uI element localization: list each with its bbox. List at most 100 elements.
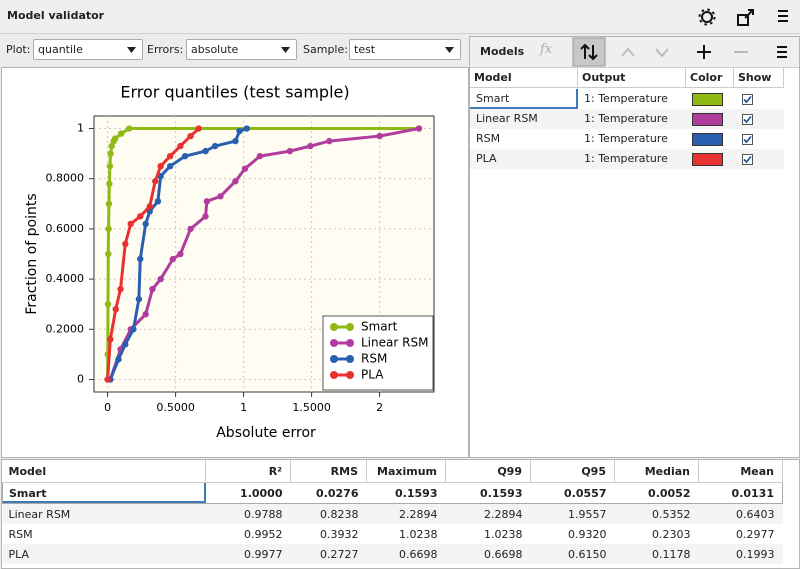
stat-value: 0.0276 [316, 486, 359, 500]
data-point [203, 198, 211, 205]
settings-button[interactable] [697, 7, 717, 27]
show-checkbox[interactable] [742, 134, 753, 145]
stat-value: 2.2894 [445, 503, 531, 524]
sample-value: test [354, 43, 376, 56]
series-line [108, 127, 420, 380]
model-name: PLA [2, 544, 206, 564]
data-point [104, 376, 111, 383]
data-point [157, 162, 164, 170]
column-header: Mean [698, 460, 783, 483]
y-tick-label: 0.8000 [46, 172, 85, 185]
data-point [107, 150, 114, 157]
remove-button[interactable] [733, 44, 749, 60]
data-point [122, 341, 129, 348]
chart-title: Error quantiles (test sample) [120, 83, 349, 102]
stat-value: 0.6698 [445, 544, 531, 564]
color-swatch[interactable] [692, 153, 723, 166]
move-buttons[interactable] [618, 43, 698, 61]
stat-value: 0.2303 [652, 527, 691, 541]
legend-label: RSM [361, 352, 387, 366]
title-bar: Model validator [0, 0, 800, 34]
column-header: Maximum [366, 460, 446, 483]
detach-button[interactable] [736, 7, 756, 27]
data-point [232, 137, 239, 145]
add-button[interactable] [696, 44, 712, 60]
data-point [105, 225, 112, 233]
data-point [187, 132, 194, 140]
legend-swatch [346, 371, 354, 379]
legend-swatch [346, 323, 354, 331]
model-name: Smart [3, 483, 206, 504]
model-name[interactable]: Smart [470, 89, 578, 109]
stat-value: 0.9320 [568, 527, 607, 541]
model-output: 1: Temperature [584, 112, 668, 125]
show-checkbox[interactable] [742, 114, 753, 125]
data-point [202, 147, 209, 155]
sort-button[interactable] [572, 37, 606, 67]
stats-header: Model R² RMS Maximum Q99 Q95 Median Mean [2, 460, 783, 483]
models-table: Model Output Color Show Smart 1: Temperature L… [470, 37, 799, 457]
stats-row[interactable]: Smart 1.0000 0.0276 0.1593 0.1593 0.0557 0.005… [2, 482, 783, 504]
show-checkbox[interactable] [742, 94, 753, 105]
data-point [127, 220, 134, 228]
legend: Smart Linear RSM RSM PLA [322, 315, 434, 391]
y-axis-label: Fraction of points [24, 193, 40, 314]
column-header: RMS [290, 460, 367, 483]
model-name[interactable]: PLA [476, 152, 497, 165]
y-tick-label: 0 [77, 372, 84, 385]
legend-label: PLA [361, 368, 384, 382]
errors-select[interactable]: absolute [186, 39, 297, 60]
data-point [108, 142, 115, 150]
data-point [307, 142, 314, 150]
data-point [241, 165, 249, 172]
column-header: Q95 [530, 460, 615, 483]
stat-value: 0.1993 [698, 544, 783, 564]
stat-value: 0.8238 [290, 503, 367, 524]
data-point [202, 213, 209, 220]
model-output: 1: Temperature [584, 92, 668, 105]
stat-value: 0.1178 [614, 544, 699, 564]
column-header: Color [686, 68, 734, 88]
color-swatch[interactable] [692, 133, 723, 146]
stats-row[interactable]: Linear RSM 0.9788 0.8238 2.2894 2.2894 1.9557… [2, 503, 783, 524]
column-header: Median [614, 460, 699, 483]
sample-select[interactable]: test [349, 39, 461, 60]
data-point [256, 152, 264, 160]
data-point [146, 203, 153, 210]
model-name[interactable]: Linear RSM [476, 112, 538, 125]
data-point [104, 300, 112, 308]
legend-swatch [346, 355, 354, 363]
stats-row[interactable]: PLA 0.9977 0.2727 0.6698 0.6698 0.6150 0.1178 0… [2, 544, 783, 564]
data-point [157, 275, 164, 283]
stats-panel: Model R² RMS Maximum Q99 Q95 Median Mean Smart 1… [1, 459, 800, 569]
show-checkbox[interactable] [742, 154, 753, 165]
color-swatch[interactable] [692, 93, 723, 106]
data-point [105, 200, 113, 208]
model-name[interactable]: RSM [476, 132, 501, 145]
data-point [286, 147, 294, 155]
x-tick-label: 1 [240, 401, 247, 414]
data-point [154, 198, 162, 205]
stat-value: 0.0052 [648, 486, 691, 500]
stats-table: Model R² RMS Maximum Q99 Q95 Median Mean Smart 1… [2, 460, 783, 564]
menu-button[interactable] [776, 8, 790, 24]
formula-button[interactable]: fx [540, 42, 553, 57]
models-menu-button[interactable] [775, 45, 789, 59]
stats-row[interactable]: RSM 0.9952 0.3932 1.0238 1.0238 0.9320 0.2303 0… [3, 524, 783, 544]
plot-select[interactable]: quantile [33, 39, 143, 60]
data-point [195, 125, 202, 132]
data-point [130, 326, 137, 333]
data-point [106, 180, 113, 187]
data-point [106, 162, 114, 170]
column-header: Show [734, 68, 784, 88]
stat-value: 0.2977 [736, 527, 775, 541]
y-tick-label: 0.4000 [46, 272, 85, 285]
data-point [118, 130, 125, 137]
data-point [326, 137, 333, 145]
data-point [135, 295, 143, 303]
window-title: Model validator [7, 9, 105, 22]
errors-label: Errors: [147, 43, 184, 56]
data-point [236, 127, 243, 135]
color-swatch[interactable] [692, 113, 723, 126]
x-tick-label: 0.5000 [156, 401, 195, 414]
